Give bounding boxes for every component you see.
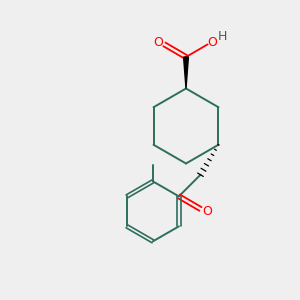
- Text: O: O: [202, 205, 212, 218]
- Text: H: H: [217, 30, 227, 44]
- Polygon shape: [184, 57, 188, 88]
- Text: O: O: [153, 35, 163, 49]
- Text: O: O: [207, 35, 217, 49]
